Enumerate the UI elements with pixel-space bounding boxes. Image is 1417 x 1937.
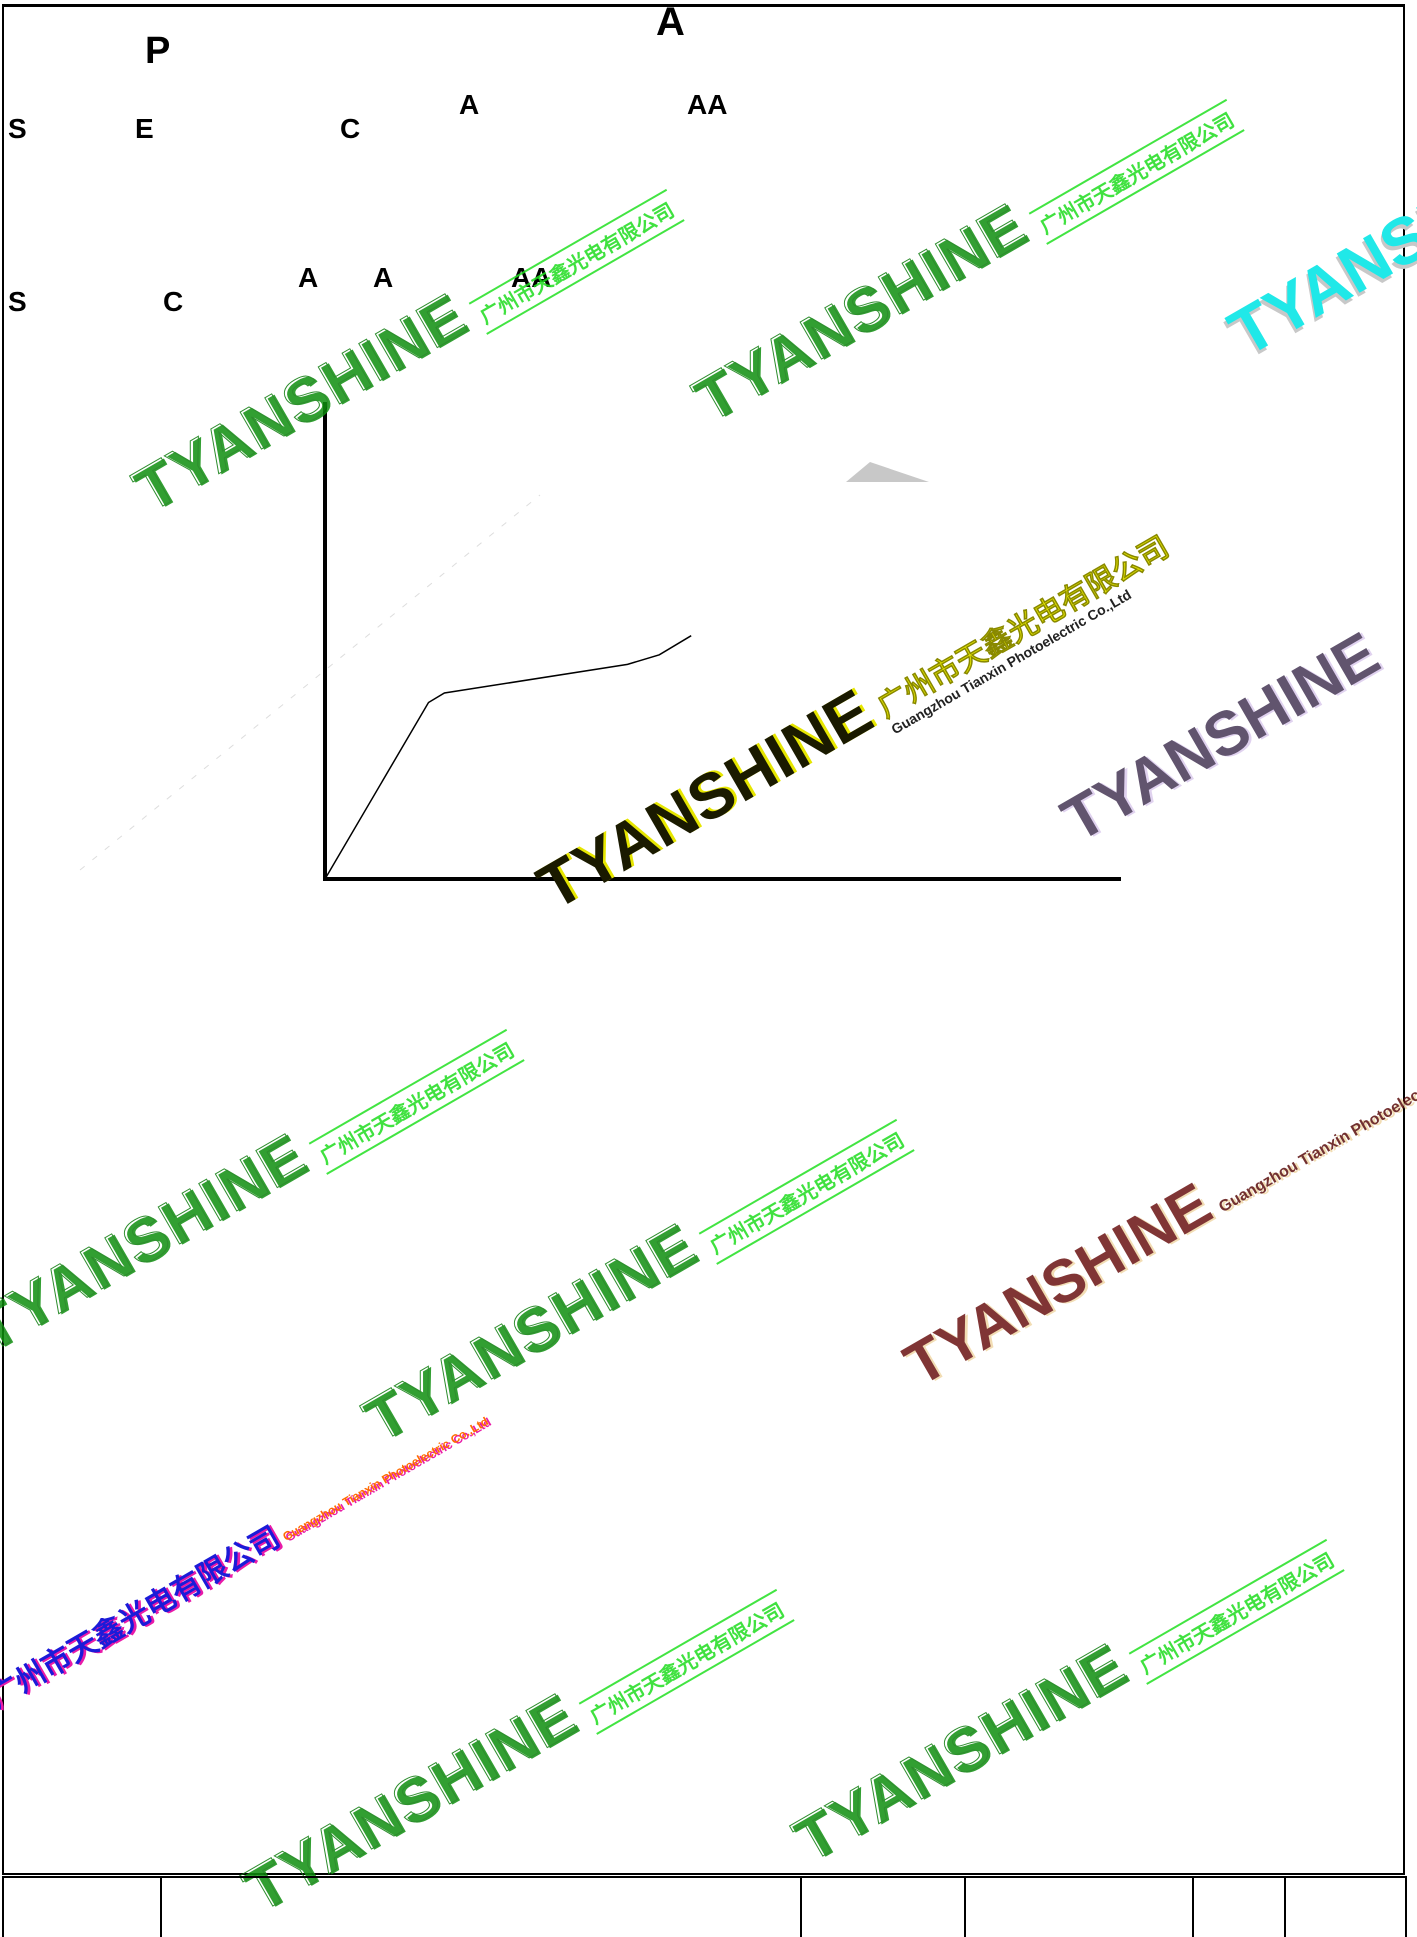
footer-table xyxy=(2,1876,1407,1937)
footer-cell xyxy=(160,1876,802,1937)
row2-label-3: A xyxy=(298,262,319,293)
page-frame xyxy=(2,5,1405,1875)
row1-label-2: E xyxy=(135,113,154,144)
row2-label-1: S xyxy=(8,286,27,317)
row1-label-4: A xyxy=(459,89,480,120)
footer-row xyxy=(2,1876,1407,1937)
row1-label-5: AA xyxy=(687,89,728,120)
top-center-label: A xyxy=(656,0,685,44)
row1-label-3: C xyxy=(340,113,361,144)
row1-label-1: S xyxy=(8,113,27,144)
footer-cell xyxy=(2,1876,162,1937)
row2-label-5: AA xyxy=(511,262,552,293)
footer-cell xyxy=(964,1876,1194,1937)
footer-cell xyxy=(800,1876,966,1937)
page-title: P xyxy=(145,30,171,72)
footer-cell xyxy=(1192,1876,1286,1937)
row2-label-4: A xyxy=(373,262,394,293)
footer-cell xyxy=(1284,1876,1407,1937)
row2-label-2: C xyxy=(163,286,184,317)
